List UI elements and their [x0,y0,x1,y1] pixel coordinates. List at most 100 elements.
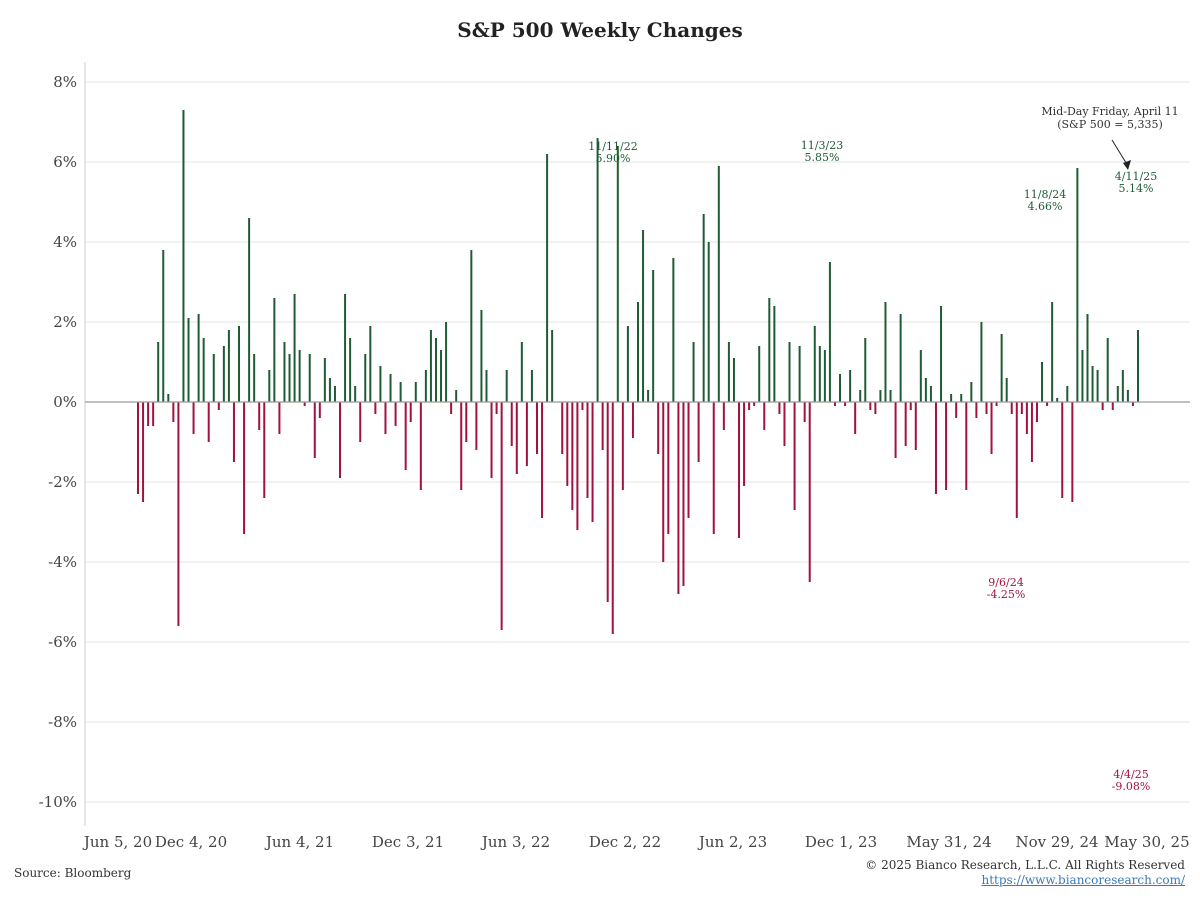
bar [879,390,882,402]
bar [232,402,235,462]
bar [1106,338,1109,402]
bar [586,402,589,498]
bar [1086,314,1089,402]
bar [288,354,291,402]
bar [1061,402,1064,498]
bar [515,402,518,474]
bar [940,306,943,402]
bar [889,390,892,402]
bar [258,402,261,430]
bar [773,306,776,402]
bar [864,338,867,402]
annotation-apr-11-25: 4/11/25 5.14% [1115,170,1157,195]
bar [424,370,427,402]
bar [1046,402,1049,406]
bar [419,402,422,490]
x-tick-label: May 31, 24 [906,833,991,851]
bar [1000,334,1003,402]
bar [808,402,811,582]
bar [748,402,751,410]
bar [172,402,175,422]
bar [192,402,195,434]
bar [975,402,978,418]
bar [303,402,306,406]
source-note: Source: Bloomberg [14,866,132,880]
website-link[interactable]: https://www.biancoresearch.com/ [981,873,1185,887]
bar [717,166,720,402]
bar [672,258,675,402]
bar [450,402,453,414]
bar [874,402,877,414]
annotation-date: 9/6/24 [988,576,1023,589]
bar [1030,402,1033,462]
bar [712,402,715,534]
bar [576,402,579,530]
x-tick-label: Jun 4, 21 [264,833,334,851]
bar [268,370,271,402]
x-tick-label: Jun 5, 20 [82,833,152,851]
bar [692,342,695,402]
annotation-sep-6-24: 9/6/24 -4.25% [987,576,1026,601]
bar [934,402,937,494]
annotation-date: 4/11/25 [1115,170,1157,183]
bar [440,350,443,402]
bar [520,342,523,402]
bar [667,402,670,534]
annotation-value: 5.85% [805,151,840,164]
bar [142,402,145,502]
copyright-note: © 2025 Bianco Research, L.L.C. All Right… [865,858,1185,872]
x-axis: Jun 5, 20 Dec 4, 20 Jun 4, 21 Dec 3, 21 Jun … [82,833,1190,851]
bar [217,402,220,410]
bar [475,402,478,450]
annotation-nov-3-23: 11/3/23 5.85% [801,139,843,164]
bar [884,302,887,402]
bar [849,370,852,402]
bar [1126,390,1129,402]
bar [222,346,225,402]
bar [253,354,256,402]
annotation-value: -9.08% [1112,780,1151,793]
bar [505,370,508,402]
bar [313,402,316,458]
bar [621,402,624,490]
bar [763,402,766,430]
y-tick-label: 4% [53,233,77,251]
bar [839,374,842,402]
bar [404,402,407,470]
bar [1111,402,1114,410]
annotation-date: 11/11/22 [588,140,637,153]
bar [899,314,902,402]
annotation-value: 4.66% [1028,200,1063,213]
bar [1066,386,1069,402]
y-tick-label: 8% [53,73,77,91]
y-tick-label: -2% [48,473,77,491]
midday-note-line2: (S&P 500 = 5,335) [1057,118,1163,131]
bar [445,322,448,402]
bar [152,402,155,426]
annotation-date: 4/4/25 [1113,768,1148,781]
bar [813,326,816,402]
bar [606,402,609,602]
bar [490,402,493,478]
x-tick-label: Dec 1, 23 [805,833,877,851]
bar [1020,402,1023,414]
bar [738,402,741,538]
x-tick-label: Jun 3, 22 [480,833,550,851]
bar [434,338,437,402]
bar [631,402,634,438]
bar [379,366,382,402]
bar [495,402,498,414]
bar [1041,362,1044,402]
y-tick-label: -6% [48,633,77,651]
bar [823,350,826,402]
bar [955,402,958,418]
bar [197,314,200,402]
bar [328,378,331,402]
bar [455,390,458,402]
bar [384,402,387,434]
bar [859,390,862,402]
bar [844,402,847,406]
bar [652,270,655,402]
bar [571,402,574,510]
